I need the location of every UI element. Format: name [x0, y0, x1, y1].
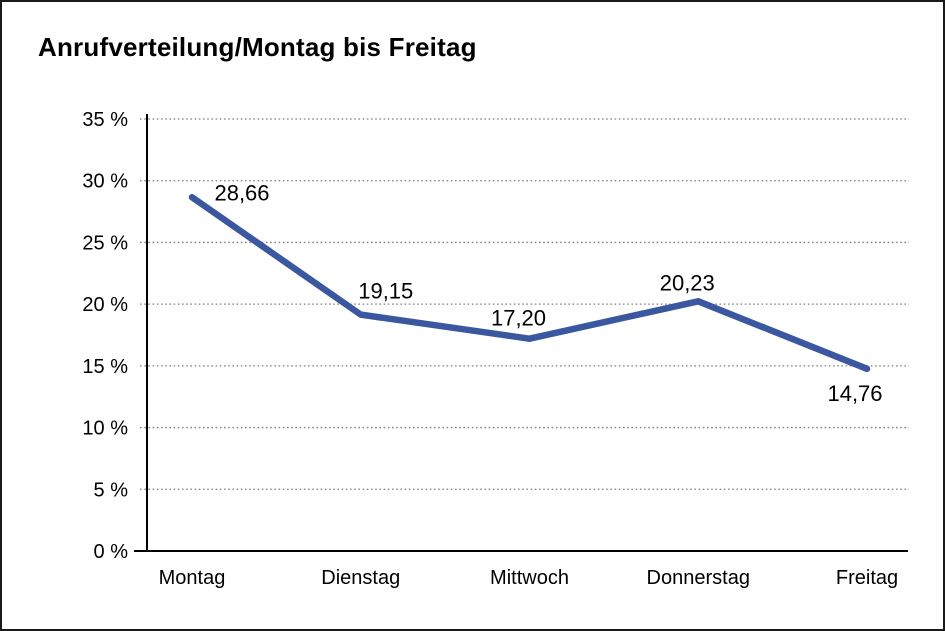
- y-axis-tick-label: 10 %: [82, 418, 128, 440]
- x-axis-category-label: Mittwoch: [490, 567, 569, 589]
- data-line-series: [188, 194, 871, 373]
- data-point-label: 20,23: [660, 270, 715, 295]
- x-axis-category-label: Donnerstag: [647, 567, 750, 589]
- data-point-label: 19,15: [358, 279, 413, 304]
- y-axis-tick-label: 25 %: [82, 232, 128, 254]
- y-axis-tick-label: 0 %: [94, 541, 129, 563]
- data-point-label: 28,66: [214, 180, 269, 205]
- y-axis-tick-label: 20 %: [82, 294, 128, 316]
- chart-title: Anrufverteilung/Montag bis Freitag: [38, 32, 477, 62]
- x-axis-category-label: Montag: [159, 567, 226, 589]
- y-axis-tick-label: 15 %: [82, 356, 128, 378]
- x-axis-category-label: Freitag: [836, 567, 898, 589]
- y-axis-tick-label: 35 %: [82, 109, 128, 131]
- x-axis-category-label: Dienstag: [321, 567, 400, 589]
- y-axis-tick-label: 5 %: [94, 479, 129, 501]
- data-point-label: 17,20: [491, 306, 546, 331]
- y-axis-tick-label: 30 %: [82, 171, 128, 193]
- data-point-label: 14,76: [827, 381, 882, 406]
